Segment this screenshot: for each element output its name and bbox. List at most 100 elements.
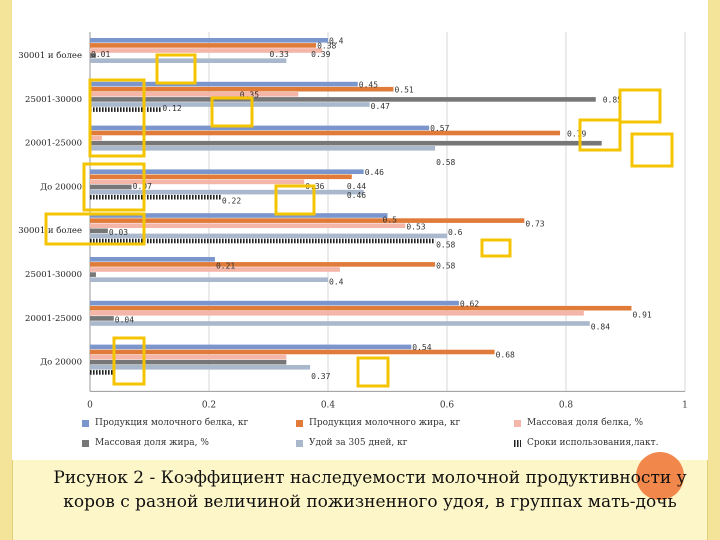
data-label-g6-2: 0.04: [115, 316, 134, 325]
bar-g3-s3: [90, 184, 132, 190]
data-label-g4-3: 0.6: [448, 228, 463, 237]
bar-g7-s4: [90, 365, 311, 370]
highlight-box-5: [630, 132, 674, 168]
bar-g6-s2: [90, 311, 584, 316]
data-label-g3-4: 0.46: [347, 191, 366, 200]
category-label-0: 30001 и более: [18, 50, 82, 61]
bar-g0-s4: [90, 58, 287, 63]
data-label-g0-2: 0.39: [311, 50, 330, 59]
bar-g1-s1: [90, 86, 394, 92]
bar-g6-s3: [90, 316, 114, 321]
highlight-box-3: [618, 88, 662, 124]
bar-g2-s2: [90, 135, 102, 141]
bar-g7-s5: [90, 370, 114, 375]
bar-g4-s3: [90, 228, 108, 234]
data-label-g2-1: 0.79: [567, 129, 586, 138]
legend-label-2: Массовая доля белка, %: [527, 418, 643, 428]
data-label-g6-0: 0.62: [460, 299, 479, 308]
data-label-g5-2: 0.4: [329, 278, 344, 287]
bar-g1-s5: [90, 107, 162, 112]
highlight-box-1: [88, 78, 146, 158]
legend-swatch-4: [296, 439, 303, 447]
bar-g0-s2: [90, 48, 323, 53]
bar-g7-s0: [90, 344, 412, 350]
legend-item-0: Продукция молочного белка, кг: [82, 418, 248, 428]
highlight-box-0: [155, 53, 197, 85]
bar-g6-s0: [90, 300, 459, 306]
category-label-5: 25001-30000: [25, 270, 82, 280]
data-label-g2-0: 0.57: [430, 124, 449, 133]
highlight-box-6: [82, 162, 146, 212]
x-tick-label-4: 0.8: [559, 400, 574, 410]
bar-g4-s5: [90, 238, 436, 244]
bar-g0-s1: [90, 43, 317, 48]
data-label-g3-5: 0.22: [222, 197, 241, 206]
data-label-g7-2: 0.37: [311, 372, 330, 381]
highlight-box-9: [480, 238, 512, 258]
bar-g2-s3: [90, 140, 602, 146]
data-label-g1-0: 0.45: [359, 80, 378, 89]
frame-stripe-left: [0, 0, 12, 540]
legend-swatch-3: [82, 439, 89, 447]
x-tick-label-1: 0.2: [202, 400, 216, 410]
legend-label-4: Удой за 305 дней, кг: [309, 438, 408, 448]
highlight-box-11: [356, 356, 390, 388]
x-tick-label-5: 1: [682, 400, 688, 410]
highlight-box-8: [44, 212, 146, 246]
highlight-box-7: [274, 184, 316, 216]
category-label-4: 30001 и более: [18, 225, 82, 236]
data-label-g1-4: 0.47: [371, 102, 390, 111]
legend-label-3: Массовая доля жира, %: [95, 438, 209, 448]
legend-swatch-5: [514, 439, 521, 447]
bar-g5-s1: [90, 262, 436, 267]
bar-g7-s3: [90, 359, 287, 365]
x-tick-label-3: 0.6: [440, 400, 455, 410]
bar-g6-s4: [90, 321, 590, 326]
data-label-g5-0: 0.21: [216, 262, 235, 271]
data-label-g4-2: 0.53: [406, 223, 425, 232]
highlight-box-10: [112, 336, 146, 386]
legend-item-1: Продукция молочного жира, кг: [296, 418, 460, 428]
figure-caption: Рисунок 2 - Коэффициент наследуемости мо…: [40, 466, 700, 514]
legend-swatch-2: [514, 419, 521, 427]
data-label-g1-5: 0.12: [162, 104, 181, 113]
bar-g4-s2: [90, 223, 406, 228]
legend-item-5: Сроки использования,лакт.: [514, 438, 658, 448]
bar-g1-s2: [90, 92, 299, 97]
bar-g6-s1: [90, 305, 632, 311]
bar-g2-s1: [90, 130, 561, 136]
data-label-g4-5: 0.58: [436, 240, 455, 249]
bar-g4-s0: [90, 213, 388, 218]
x-tick-label-2: 0.4: [321, 400, 336, 410]
chart-panel: 0 0.2 0.4 0.6 0.8 1 30001 и более 0.4 0.38 0.39 0.…: [12, 0, 708, 460]
data-label-g7-1: 0.68: [496, 350, 515, 359]
highlight-box-4: [578, 118, 622, 152]
bar-g0-s3: [90, 53, 96, 58]
data-label-g7-0: 0.54: [412, 343, 431, 352]
x-tick-label-0: 0: [87, 400, 93, 410]
bar-g4-s4: [90, 233, 447, 239]
bar-g1-s0: [90, 81, 358, 87]
bar-g3-s2: [90, 179, 305, 185]
legend-label-1: Продукция молочного жира, кг: [309, 418, 461, 428]
bar-g1-s4: [90, 102, 370, 107]
data-label-g5-1: 0.58: [436, 262, 455, 271]
bar-g3-s1: [90, 174, 352, 180]
bar-g5-s2: [90, 267, 340, 272]
legend-label-0: Продукция молочного белка, кг: [95, 418, 249, 428]
legend-item-4: Удой за 305 дней, кг: [296, 438, 407, 448]
caption-line-1: Рисунок 2 - Коэффициент наследуемости мо…: [53, 468, 687, 488]
bar-g2-s0: [90, 125, 430, 131]
data-label-g4-4: 0.03: [109, 228, 128, 237]
data-label-g1-1: 0.51: [394, 86, 413, 95]
data-label-g0-4: 0.01: [91, 50, 110, 59]
category-label-7: До 20000: [40, 358, 82, 368]
legend-label-5: Сроки использования,лакт.: [527, 438, 659, 448]
data-label-g3-1: 0.07: [133, 182, 152, 191]
legend-item-3: Массовая доля жира, %: [82, 438, 209, 448]
bar-g5-s3: [90, 272, 96, 277]
bar-g3-s5: [90, 194, 221, 200]
bar-g5-s0: [90, 257, 215, 262]
data-label-g6-3: 0.84: [591, 322, 610, 331]
